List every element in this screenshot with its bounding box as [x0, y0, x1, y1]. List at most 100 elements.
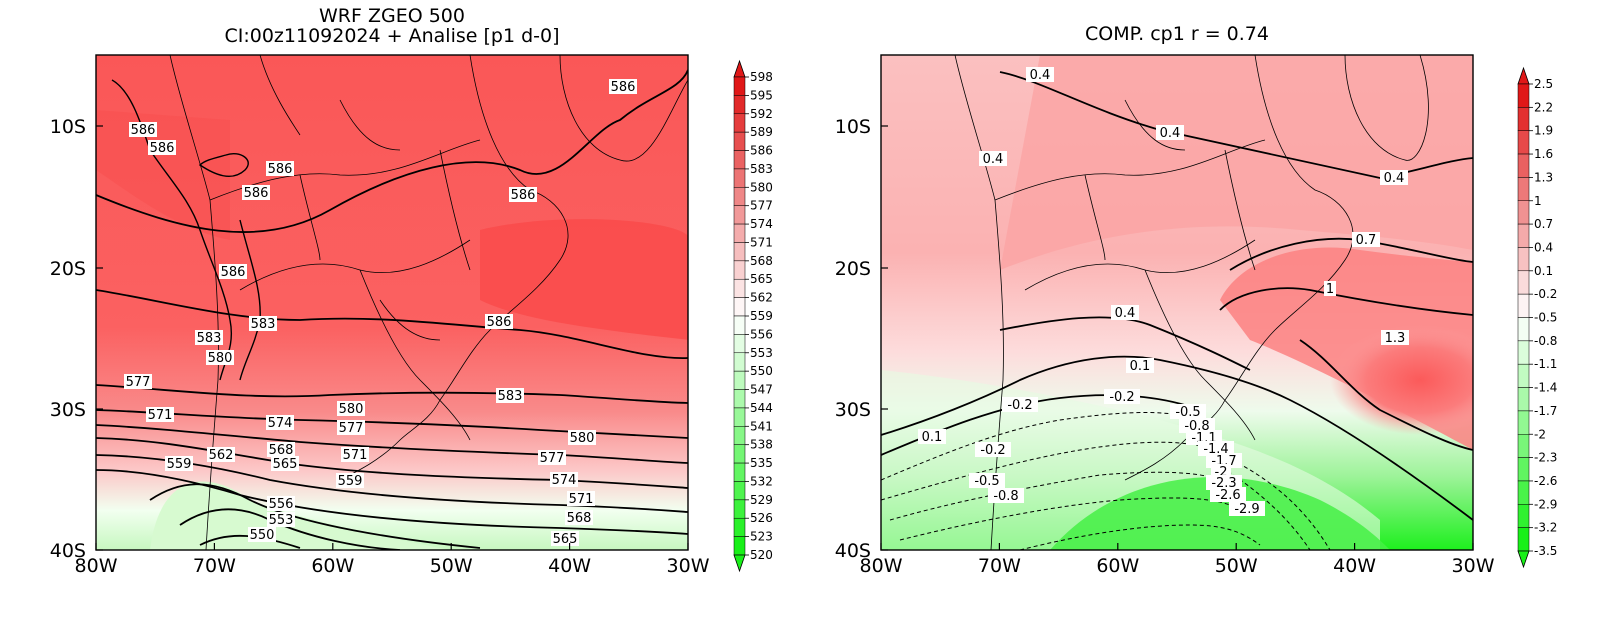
contour-label: 586 [150, 141, 175, 156]
colorbar-label: 520 [750, 548, 773, 562]
contour-label: 550 [250, 528, 275, 543]
contour-label-box [979, 151, 1007, 166]
colorbar-label: 541 [750, 419, 773, 433]
right-x-axis: 80W 70W 60W 50W 40W 30W [860, 543, 1495, 577]
colorbar-segment [1517, 410, 1530, 435]
contour-label: 586 [611, 80, 636, 95]
colorbar-top-arrow [1517, 66, 1530, 85]
contour-label-box [124, 374, 152, 389]
contour-label-box [509, 187, 537, 202]
contour-label: 583 [197, 331, 222, 346]
contour-label-box [129, 122, 157, 137]
left-geography [169, 55, 688, 550]
contour-label-box [266, 415, 294, 430]
contour-label-box [206, 350, 234, 365]
contour-label-box [248, 527, 276, 542]
colorbar-label: -0.5 [1534, 311, 1557, 325]
contour-label-box [918, 429, 946, 444]
colorbar-label: 574 [750, 217, 773, 231]
contour-label: 571 [569, 492, 594, 507]
y-tick-label: 30S [50, 399, 86, 421]
x-tick-label: 50W [1215, 555, 1258, 577]
colorbar-segment [1517, 457, 1530, 482]
contour-label-box [568, 430, 596, 445]
colorbar-segment [733, 95, 746, 115]
y-tick-label: 20S [835, 258, 871, 280]
colorbar-label: 559 [750, 309, 773, 323]
contour-label-box [988, 488, 1024, 503]
colorbar-label: 523 [750, 530, 773, 544]
x-tick-label: 60W [311, 555, 354, 577]
contour-label: 553 [269, 513, 294, 528]
colorbar-segment [1517, 177, 1530, 201]
x-tick-label: 80W [75, 555, 118, 577]
colorbar-label: 553 [750, 346, 773, 360]
colorbar-label: 538 [750, 438, 773, 452]
colorbar-label: 544 [750, 401, 773, 415]
colorbar-label: -0.8 [1534, 334, 1557, 348]
colorbar-label: 565 [750, 272, 773, 286]
contour-label: 565 [273, 457, 298, 472]
contour-label-box [1156, 125, 1184, 140]
x-tick-label: 70W [193, 555, 236, 577]
contour-label: 577 [126, 375, 151, 390]
contour-label: 1 [1326, 282, 1334, 297]
contour-label: -0.2 [1007, 398, 1032, 413]
colorbar-segment [1517, 363, 1530, 388]
contour-label: 559 [338, 474, 363, 489]
colorbar-segment [733, 187, 746, 206]
contour-label-box [567, 491, 595, 506]
colorbar-label: 589 [750, 125, 773, 139]
contour-label-box [1206, 475, 1242, 490]
right-colorbar: 2.5 2.2 1.9 1.6 1.3 1 0.7 0.4 0.1 -0.2 -0.5 -0.8 -1.… [1517, 66, 1557, 569]
contour-label-box [165, 456, 193, 471]
y-tick-label: 40S [835, 540, 871, 562]
contour-label-box [1026, 67, 1054, 82]
colorbar-segment [1517, 434, 1530, 458]
contour-label: 586 [511, 188, 536, 203]
contour-label: 0.4 [1030, 68, 1051, 83]
x-tick-label: 70W [978, 555, 1021, 577]
contour-label-box [266, 161, 294, 176]
contour-label: -0.5 [1175, 405, 1200, 420]
contour-label: 0.4 [983, 152, 1004, 167]
contour-label: 571 [148, 408, 173, 423]
contour-label-box [969, 473, 1005, 488]
colorbar-label: 592 [750, 107, 773, 121]
colorbar-segment [1517, 387, 1530, 412]
y-tick-label: 40S [50, 540, 86, 562]
colorbar-segment [733, 352, 746, 372]
colorbar-label: 535 [750, 456, 773, 470]
colorbar-label: -0.2 [1534, 287, 1557, 301]
contour-label-box [1381, 330, 1409, 345]
contour-label-box [1170, 404, 1206, 419]
contour-label: 0.7 [1356, 233, 1377, 248]
left-contour-labels: 586 586 586 586 586 586 586 586 583 583 583 580 580 5… [124, 79, 637, 547]
colorbar-segment [733, 113, 746, 133]
colorbar-label: 562 [750, 291, 773, 305]
colorbar-segment [733, 499, 746, 519]
colorbar-label: 1.6 [1534, 147, 1553, 161]
y-tick-label: 30S [835, 399, 871, 421]
contour-label-box [207, 447, 235, 462]
left-title-line2: CI:00z11092024 + Analise [p1 d-0] [224, 25, 559, 47]
colorbar-label: 571 [750, 235, 773, 249]
contour-label-box [195, 330, 223, 345]
contour-label-box [1229, 501, 1265, 516]
colorbar-label: 2.2 [1534, 100, 1553, 114]
contour-label: 565 [553, 532, 578, 547]
x-tick-label: 30W [667, 555, 710, 577]
colorbar-segment [733, 444, 746, 464]
contour-label-box [341, 447, 369, 462]
colorbar-segment [733, 76, 746, 96]
contour-label: 559 [167, 457, 192, 472]
colorbar-label: 1.3 [1534, 170, 1553, 184]
colorbar-label: -2.9 [1534, 497, 1557, 511]
left-x-axis: 80W 70W 60W 50W 40W 30W [75, 543, 710, 577]
contour-label-box [975, 442, 1011, 457]
right-map-panel: COMP. cp1 r = 0.74 [835, 23, 1558, 577]
colorbar-label: -2.6 [1534, 474, 1557, 488]
colorbar-segment [1517, 527, 1530, 552]
x-tick-label: 80W [860, 555, 903, 577]
